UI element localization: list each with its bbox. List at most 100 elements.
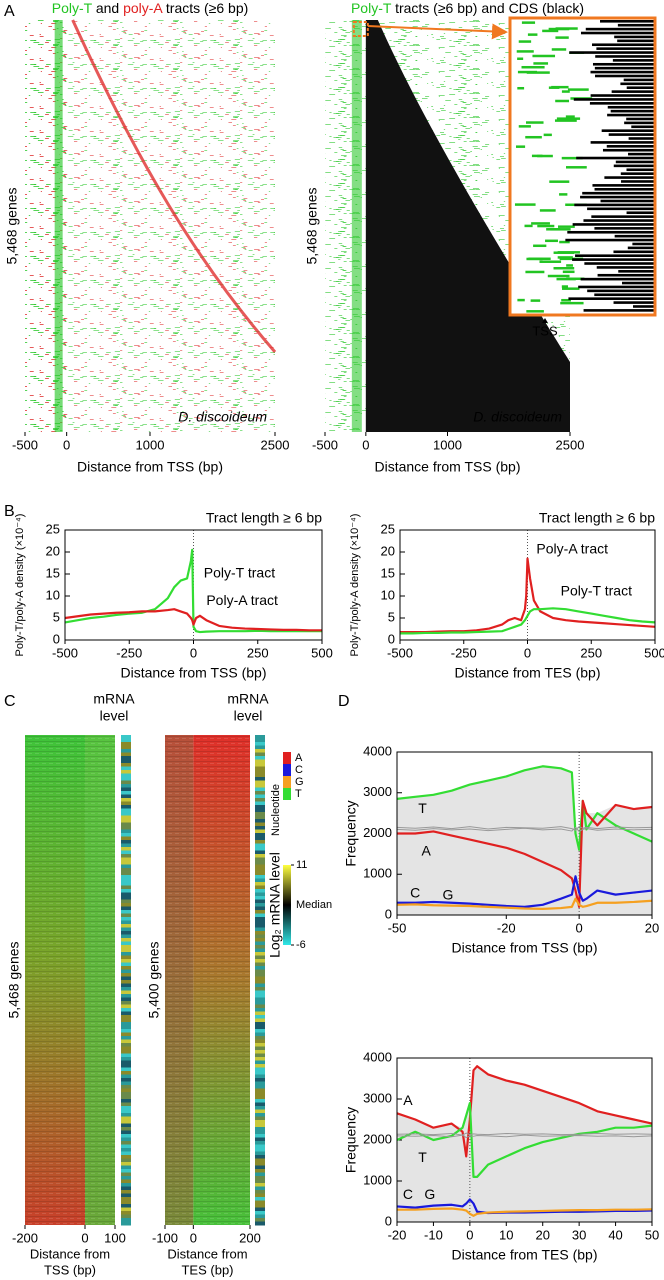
inset-cds — [612, 59, 655, 62]
panel-label: B — [4, 503, 15, 520]
inset-tract — [537, 224, 555, 228]
mrna-stripe — [121, 1074, 131, 1079]
mrna-stripe — [121, 861, 131, 865]
chart-title: Tract length ≥ 6 bp — [539, 510, 655, 526]
inset-tract — [565, 115, 575, 118]
mrna-stripe — [255, 924, 265, 928]
mrna-stripe — [121, 1018, 131, 1023]
mrna-stripe — [121, 1169, 131, 1173]
mrna-stripe — [121, 1050, 131, 1054]
mrna-stripe — [121, 1204, 131, 1208]
x-tick-label: -500 — [52, 645, 78, 660]
x-tick-label: -50 — [388, 920, 407, 935]
inset-tract — [559, 257, 584, 261]
title-part: and — [96, 0, 119, 16]
inset-tract — [557, 256, 573, 259]
mrna-stripe — [121, 1134, 131, 1138]
y-tick-label: 3000 — [363, 784, 392, 799]
mrna-stripe — [255, 1022, 265, 1026]
y-tick-label: 0 — [385, 906, 392, 921]
mrna-stripe — [121, 1071, 131, 1075]
mrna-stripe — [255, 1193, 265, 1198]
mrna-stripe — [255, 1057, 265, 1061]
x-tick-label: 500 — [644, 645, 664, 660]
inset-cds — [613, 164, 655, 168]
mrna-stripe — [255, 1113, 265, 1117]
inset-tract — [555, 36, 569, 39]
mrna-stripe — [121, 829, 131, 834]
x-tick-label: 40 — [608, 1227, 622, 1242]
mrna-stripe — [255, 763, 265, 767]
mrna-stripe — [255, 1106, 265, 1110]
series-label: G — [424, 1186, 435, 1202]
mrna-stripe — [255, 1001, 265, 1005]
series-line — [396, 1102, 653, 1178]
mrna-stripe — [121, 917, 131, 921]
mrna-stripe — [255, 819, 265, 823]
mrna-stripe — [255, 1179, 265, 1184]
inset-cds — [585, 27, 655, 31]
inset-cds — [580, 31, 655, 35]
inset-cds — [626, 168, 655, 172]
mrna-stripe — [255, 773, 265, 778]
y-axis-label: 5,468 genes — [304, 187, 320, 264]
mrna-stripe — [255, 1039, 265, 1044]
tss-pointer — [542, 318, 548, 323]
inset-tract — [555, 99, 570, 103]
inset-tract — [517, 70, 538, 74]
panel-label: D — [338, 693, 350, 710]
mrna-stripe — [121, 1190, 131, 1194]
chart-title: Tract length ≥ 6 bp — [206, 510, 322, 526]
mrna-stripe — [255, 875, 265, 879]
inset-cds — [620, 82, 655, 86]
inset-tract — [549, 180, 570, 183]
mrna-stripe — [121, 889, 131, 893]
plot-frame — [396, 1057, 653, 1223]
mrna-stripe — [121, 1085, 131, 1089]
mrna-stripe — [255, 864, 265, 869]
colorbar-tick-label: 11 — [296, 859, 307, 871]
x-tick-label: 100 — [104, 1230, 126, 1245]
mrna-stripe — [255, 850, 265, 855]
colorbar — [283, 865, 291, 945]
mrna-stripe — [121, 987, 131, 991]
annotation: D. discoideum — [473, 409, 562, 425]
mrna-stripe — [255, 770, 265, 774]
mrna-stripe — [255, 1011, 265, 1016]
mrna-stripe — [121, 1064, 131, 1068]
mrna-stripe — [255, 1197, 265, 1201]
inset-tract — [543, 133, 552, 137]
inset-cds — [621, 180, 655, 183]
mrna-stripe — [255, 791, 265, 795]
mrna-stripe — [121, 857, 131, 862]
inset-tract — [566, 264, 573, 267]
mrna-stripe — [121, 1039, 131, 1044]
inset-frame — [508, 16, 657, 317]
mrna-stripe — [255, 1151, 265, 1156]
mrna-stripe — [255, 1008, 265, 1012]
inset-cds — [614, 35, 655, 39]
y-tick-label: 0 — [388, 631, 395, 646]
mrna-stripe — [255, 1036, 265, 1040]
mrna-stripe — [121, 738, 131, 743]
inset-tract — [550, 228, 571, 231]
mrna-stripe — [255, 994, 265, 998]
mrna-stripe — [121, 749, 131, 753]
mrna-stripe — [255, 1148, 265, 1152]
series-label: G — [443, 887, 454, 903]
inset-cds — [594, 293, 655, 297]
x-tick-label: 0 — [362, 437, 369, 452]
y-tick-label: 15 — [381, 565, 395, 580]
inset-cds — [594, 66, 655, 70]
inset-tract — [551, 48, 567, 51]
x-tick-label: 250 — [247, 645, 269, 660]
mrna-stripe — [121, 945, 131, 949]
mrna-stripe — [255, 801, 265, 806]
mrna-stripe — [121, 990, 131, 995]
plot-frame — [396, 751, 653, 916]
mrna-stripe — [121, 1179, 131, 1184]
mrna-stripe — [255, 959, 265, 963]
series-label: Poly-T tract — [561, 582, 632, 598]
mrna-stripe — [121, 875, 131, 879]
mrna-stripe — [255, 1046, 265, 1051]
